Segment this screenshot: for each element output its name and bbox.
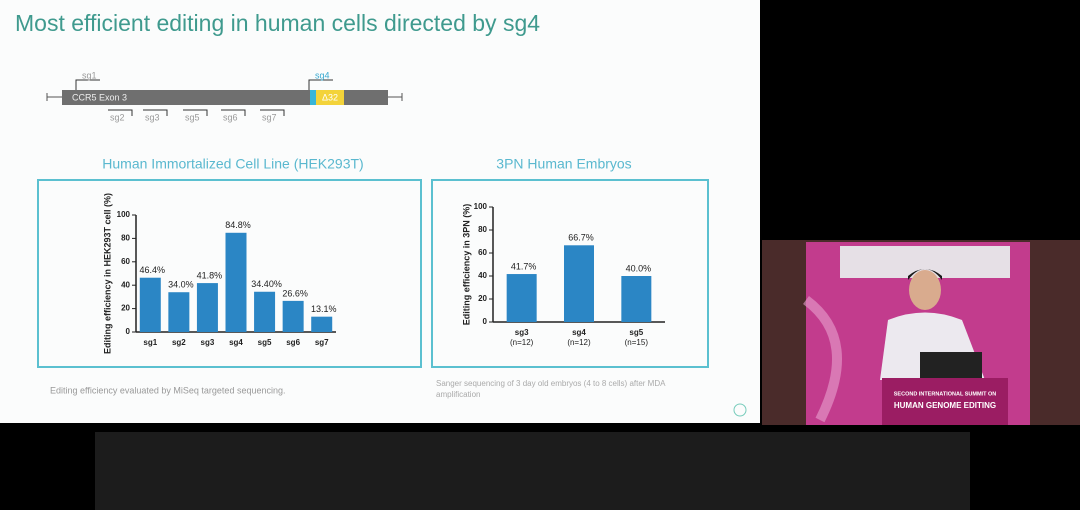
slide <box>0 0 760 423</box>
chart: Human Immortalized Cell Line (HEK293T) Ed… <box>102 156 363 354</box>
bar <box>282 300 304 332</box>
bar <box>196 283 218 332</box>
guide-marker <box>308 79 333 90</box>
caption-box <box>95 432 970 510</box>
y-tick-label: 60 <box>121 257 130 266</box>
hair <box>908 269 942 280</box>
value-label: 13.1% <box>311 304 337 314</box>
guide-label: sg4 <box>315 70 330 80</box>
x-tick-label: sg3 <box>515 328 529 337</box>
chart-frame <box>37 179 422 368</box>
guide-label: sg7 <box>262 112 277 122</box>
footnote-box: Sanger sequencing of 3 day old embryos (… <box>436 379 666 399</box>
y-tick-label: 80 <box>121 234 130 243</box>
y-tick-label: 20 <box>121 304 130 313</box>
deletion-label: Δ32 <box>322 92 338 102</box>
bar <box>564 245 594 322</box>
exon <box>62 90 388 105</box>
gene-diagram: CCR5 Exon 3 Δ32 sg1 sg4 sg2 sg3 sg5 sg6 sg7 <box>46 70 403 122</box>
value-label: 66.7% <box>568 233 594 243</box>
x-tick-label: sg4 <box>229 338 243 347</box>
logo <box>733 403 747 417</box>
speaker-video: SECOND INTERNATIONAL SUMMIT ON HUMAN GEN… <box>762 240 1080 425</box>
x-tick-label: sg5 <box>258 338 272 347</box>
bar <box>506 274 537 322</box>
value-label: 34.0% <box>168 280 194 290</box>
sample-size: (n=12) <box>567 338 591 347</box>
guide-marker <box>143 109 168 116</box>
guide-marker <box>183 109 208 116</box>
sample-size: (n=12) <box>510 338 534 347</box>
deletion-region <box>316 90 344 105</box>
y-tick-label: 0 <box>483 317 488 326</box>
head <box>909 270 941 310</box>
chart-frame <box>431 179 709 368</box>
laptop <box>920 352 982 382</box>
value-label: 40.0% <box>626 263 652 273</box>
value-label: 46.4% <box>140 265 166 275</box>
bar <box>621 276 652 322</box>
value-label: 34.40% <box>251 279 282 289</box>
value-label: 41.7% <box>511 261 537 271</box>
bar <box>139 277 161 332</box>
value-label: 26.6% <box>282 288 308 298</box>
guide-marker <box>108 109 133 116</box>
y-axis-label: Editing efficiency in 3PN (%) <box>461 204 471 326</box>
y-tick-label: 40 <box>478 271 487 280</box>
x-tick-label: sg1 <box>143 338 157 347</box>
y-tick-label: 100 <box>117 210 131 219</box>
x-tick-label: sg6 <box>286 338 300 347</box>
guide-label: sg5 <box>185 112 200 122</box>
y-tick-label: 100 <box>474 202 488 211</box>
y-axis-label: Editing efficiency in HEK293T cell (%) <box>102 193 112 354</box>
bar <box>168 292 190 332</box>
guide-marker <box>75 79 100 90</box>
x-tick-label: sg2 <box>172 338 186 347</box>
guide-label: sg6 <box>223 112 238 122</box>
y-tick-label: 0 <box>126 327 131 336</box>
chart-title: 3PN Human Embryos <box>496 156 631 172</box>
bar <box>225 232 247 332</box>
guide-label: sg1 <box>82 70 97 80</box>
value-label: 41.8% <box>197 270 223 280</box>
podium-text: HUMAN GENOME EDITING <box>894 401 996 410</box>
podium-text: SECOND INTERNATIONAL SUMMIT ON <box>894 391 996 397</box>
bar <box>254 291 276 332</box>
x-tick-label: sg4 <box>572 328 586 337</box>
footnote: Sanger sequencing of 3 day old embryos (… <box>436 379 666 399</box>
guide-label: sg2 <box>110 112 125 122</box>
chart: 3PN Human Embryos Editing efficiency in 3… <box>461 156 665 347</box>
sg4-site <box>310 90 316 105</box>
y-tick-label: 20 <box>478 294 487 303</box>
y-tick-label: 80 <box>478 225 487 234</box>
decoration <box>802 295 842 423</box>
y-tick-label: 60 <box>478 248 487 257</box>
sample-size: (n=15) <box>625 338 649 347</box>
y-tick-label: 40 <box>121 280 130 289</box>
guide-label: sg3 <box>145 112 160 122</box>
guide-marker <box>260 109 285 116</box>
x-tick-label: sg3 <box>201 338 215 347</box>
guide-marker <box>221 109 246 116</box>
chart-title: Human Immortalized Cell Line (HEK293T) <box>102 156 363 172</box>
x-tick-label: sg5 <box>629 328 643 337</box>
exon-label: CCR5 Exon 3 <box>72 92 127 102</box>
footnote: Editing efficiency evaluated by MiSeq ta… <box>50 385 286 395</box>
slide-title: Most efficient editing in human cells di… <box>15 10 540 36</box>
x-tick-label: sg7 <box>315 338 329 347</box>
bar <box>311 316 333 332</box>
value-label: 84.8% <box>225 220 251 230</box>
podium <box>882 378 1008 425</box>
